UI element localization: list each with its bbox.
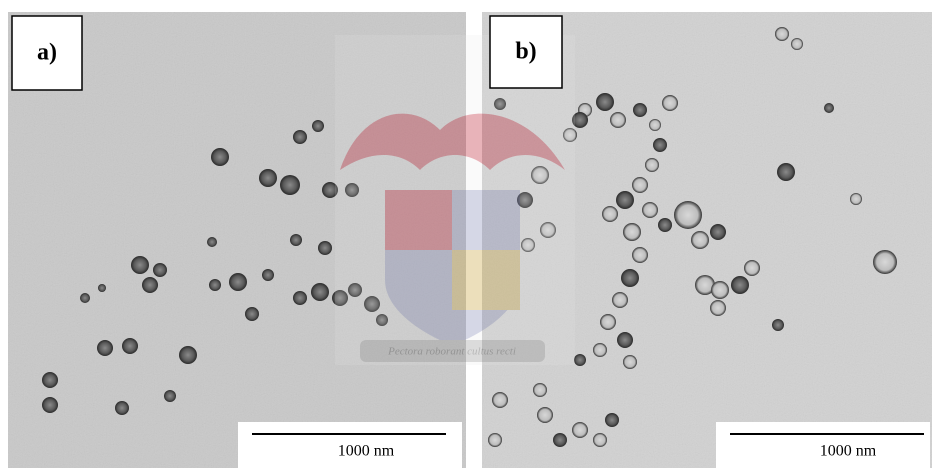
particle: [115, 401, 129, 415]
particle: [621, 269, 639, 287]
panel-label: a): [37, 40, 57, 66]
particle: [293, 291, 307, 305]
particle: [772, 319, 784, 331]
particle: [280, 175, 300, 195]
particle: [131, 256, 149, 274]
particle: [605, 413, 619, 427]
scale-label: 1000 nm: [338, 443, 395, 460]
particle: [662, 95, 678, 111]
particle: [633, 103, 647, 117]
particle: [533, 383, 547, 397]
particle: [211, 148, 229, 166]
particle: [775, 27, 789, 41]
particle: [290, 234, 302, 246]
particle: [623, 355, 637, 369]
particle: [616, 191, 634, 209]
particle: [97, 340, 113, 356]
particle: [311, 283, 329, 301]
particle: [824, 103, 834, 113]
particle: [850, 193, 862, 205]
particle: [318, 241, 332, 255]
particle: [632, 177, 648, 193]
particle: [649, 119, 661, 131]
particle: [593, 343, 607, 357]
scale-label: 1000 nm: [820, 443, 877, 460]
particle: [164, 390, 176, 402]
figure: Pectora roborant cultus recti a) b) 1000…: [0, 0, 932, 468]
particle: [142, 277, 158, 293]
particle: [537, 407, 553, 423]
particle: [245, 307, 259, 321]
particle: [642, 202, 658, 218]
particle: [711, 281, 729, 299]
motto: Pectora roborant cultus recti: [387, 346, 516, 358]
particle: [312, 120, 324, 132]
particle: [80, 293, 90, 303]
particle: [293, 130, 307, 144]
particle: [153, 263, 167, 277]
particle: [731, 276, 749, 294]
particle: [553, 433, 567, 447]
particle: [574, 354, 586, 366]
particle: [179, 346, 197, 364]
particle: [610, 112, 626, 128]
shield-quarter: [452, 250, 520, 310]
particle: [492, 392, 508, 408]
particle: [658, 218, 672, 232]
particle: [710, 224, 726, 240]
particle: [262, 269, 274, 281]
particle: [617, 332, 633, 348]
particle: [229, 273, 247, 291]
panel-label: b): [515, 39, 536, 65]
particle: [596, 93, 614, 111]
particle: [209, 279, 221, 291]
particle: [645, 158, 659, 172]
particle: [207, 237, 217, 247]
particle: [623, 223, 641, 241]
particle: [42, 372, 58, 388]
particle: [42, 397, 58, 413]
particle: [791, 38, 803, 50]
particle: [744, 260, 760, 276]
particle: [572, 422, 588, 438]
particle: [602, 206, 618, 222]
particle: [873, 250, 897, 274]
particle: [632, 247, 648, 263]
particle: [612, 292, 628, 308]
particle: [593, 433, 607, 447]
shield-quarter: [385, 190, 452, 250]
particle: [777, 163, 795, 181]
particle: [600, 314, 616, 330]
particle: [691, 231, 709, 249]
particle: [488, 433, 502, 447]
particle: [653, 138, 667, 152]
particle: [122, 338, 138, 354]
particle: [98, 284, 106, 292]
particle: [259, 169, 277, 187]
particle: [674, 201, 702, 229]
particle: [710, 300, 726, 316]
